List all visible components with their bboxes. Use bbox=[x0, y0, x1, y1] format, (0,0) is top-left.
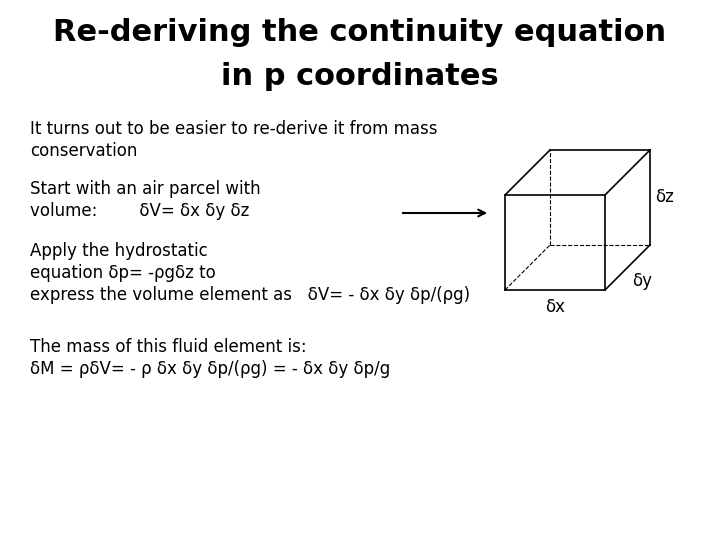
Text: in p coordinates: in p coordinates bbox=[221, 62, 499, 91]
Text: express the volume element as   δV= - δx δy δp/(ρg): express the volume element as δV= - δx δ… bbox=[30, 286, 470, 304]
Text: The mass of this fluid element is:: The mass of this fluid element is: bbox=[30, 338, 307, 356]
Text: Re-deriving the continuity equation: Re-deriving the continuity equation bbox=[53, 18, 667, 47]
Text: volume:        δV= δx δy δz: volume: δV= δx δy δz bbox=[30, 202, 249, 220]
Text: δx: δx bbox=[545, 298, 565, 316]
Text: equation δp= -ρgδz to: equation δp= -ρgδz to bbox=[30, 264, 216, 282]
Text: δM = ρδV= - ρ δx δy δp/(ρg) = - δx δy δp/g: δM = ρδV= - ρ δx δy δp/(ρg) = - δx δy δp… bbox=[30, 360, 390, 378]
Text: δy: δy bbox=[632, 273, 652, 291]
Text: conservation: conservation bbox=[30, 142, 138, 160]
Text: δz: δz bbox=[655, 188, 674, 206]
Text: Start with an air parcel with: Start with an air parcel with bbox=[30, 180, 261, 198]
Text: Apply the hydrostatic: Apply the hydrostatic bbox=[30, 242, 208, 260]
Text: It turns out to be easier to re-derive it from mass: It turns out to be easier to re-derive i… bbox=[30, 120, 438, 138]
